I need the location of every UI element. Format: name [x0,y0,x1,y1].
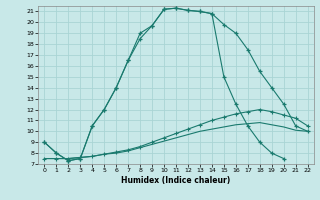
X-axis label: Humidex (Indice chaleur): Humidex (Indice chaleur) [121,176,231,185]
